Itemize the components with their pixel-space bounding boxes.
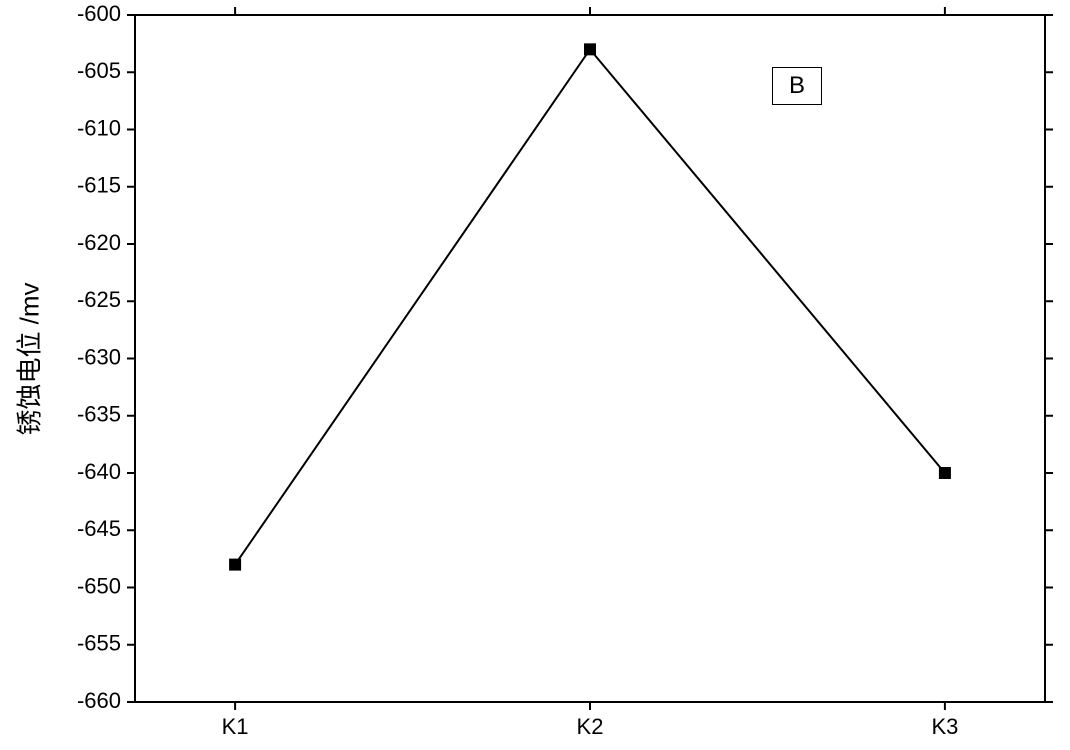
svg-text:K2: K2 (577, 714, 604, 739)
svg-text:-620: -620 (77, 230, 121, 255)
y-axis-label: 锈蚀电位 /mv (10, 282, 47, 435)
legend-box: B (772, 67, 822, 105)
chart-svg: -600 -605 -610 -615 -620 -625 -630 -635 -640 -645… (0, 0, 1070, 750)
svg-text:-605: -605 (77, 58, 121, 83)
svg-text:-645: -645 (77, 516, 121, 541)
svg-text:-635: -635 (77, 402, 121, 427)
svg-text:-640: -640 (77, 459, 121, 484)
svg-text:K1: K1 (222, 714, 249, 739)
legend-label: B (789, 72, 805, 100)
svg-text:-650: -650 (77, 573, 121, 598)
svg-text:-630: -630 (77, 344, 121, 369)
svg-text:-660: -660 (77, 688, 121, 713)
svg-text:-615: -615 (77, 173, 121, 198)
svg-text:-600: -600 (77, 1, 121, 26)
svg-text:-625: -625 (77, 287, 121, 312)
chart-container: -600 -605 -610 -615 -620 -625 -630 -635 -640 -645… (0, 0, 1070, 750)
svg-text:K3: K3 (931, 714, 958, 739)
svg-text:-610: -610 (77, 115, 121, 140)
svg-text:-655: -655 (77, 631, 121, 656)
